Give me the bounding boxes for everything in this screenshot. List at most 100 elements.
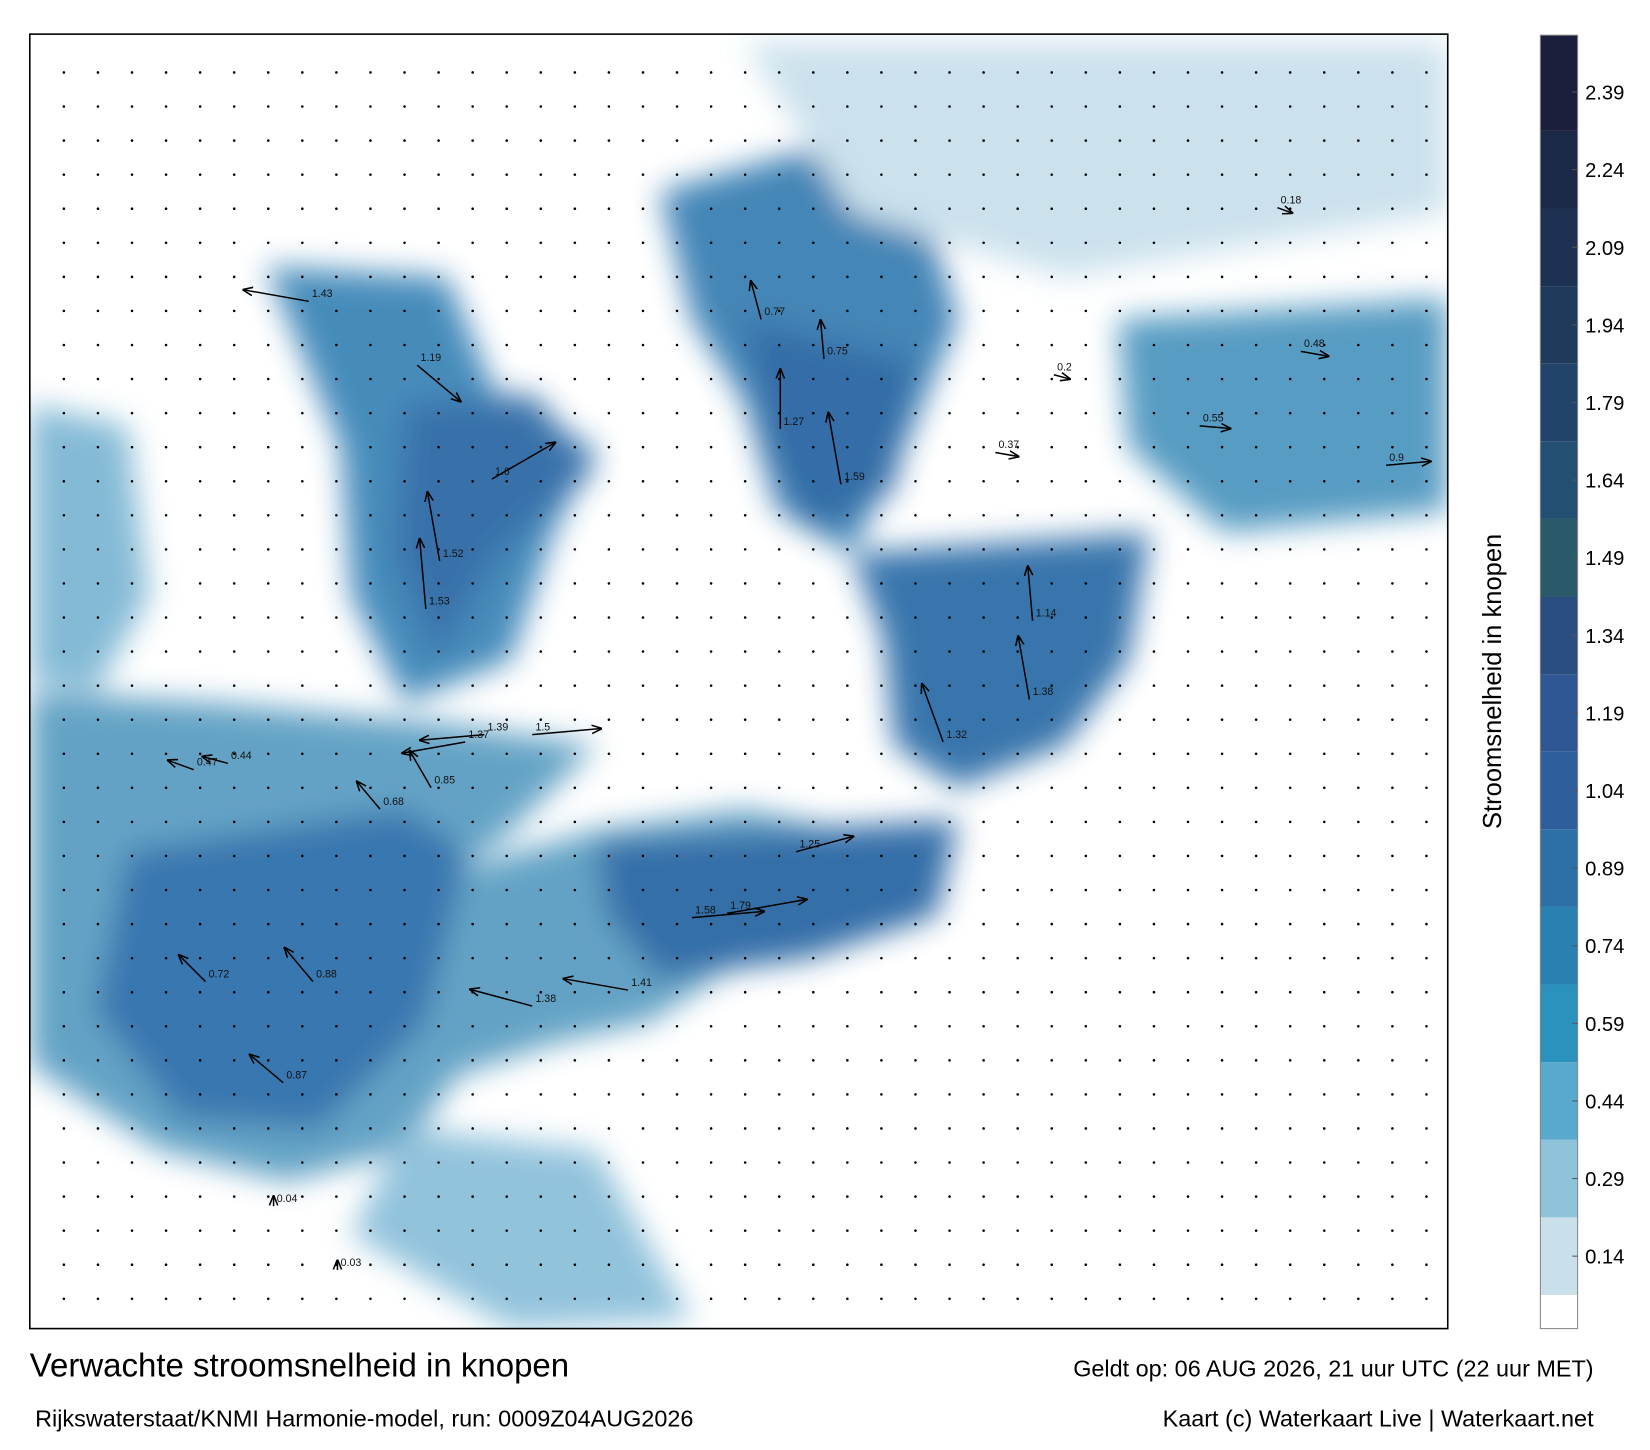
grid-dot [1186, 922, 1190, 926]
grid-dot [1425, 1195, 1428, 1198]
grid-dot [130, 1195, 134, 1198]
grid-dot [130, 1297, 134, 1301]
grid-dot [1425, 377, 1428, 381]
grid-dot [1050, 922, 1054, 926]
grid-dot [1288, 1161, 1292, 1164]
grid-dot [96, 479, 100, 483]
grid-dot [709, 616, 713, 619]
grid-dot [1220, 275, 1224, 279]
grid-dot [539, 343, 543, 347]
grid-dot [1322, 514, 1326, 517]
grid-dot [403, 582, 406, 585]
grid-dot [403, 514, 406, 517]
grid-dot [812, 1229, 815, 1232]
grid-dot [164, 684, 168, 687]
grid-dot [1050, 105, 1054, 108]
grid-dot [1152, 820, 1156, 824]
grid-dot [709, 854, 713, 858]
grid-dot [1425, 1024, 1428, 1028]
grid-dot [369, 650, 372, 653]
grid-dot [812, 241, 815, 245]
grid-dot [1220, 309, 1224, 313]
grid-dot [675, 1127, 679, 1130]
grid-dot [539, 1024, 543, 1028]
grid-dot [641, 990, 645, 994]
grid-dot [369, 173, 372, 176]
grid-dot [437, 139, 440, 142]
grid-dot [369, 548, 372, 551]
grid-dot [982, 752, 985, 756]
grid-dot [914, 1161, 917, 1164]
grid-dot [1322, 1161, 1326, 1164]
grid-dot [1220, 241, 1224, 245]
grid-dot [812, 105, 815, 108]
grid-dot [232, 956, 236, 960]
grid-dot [743, 548, 747, 551]
grid-dot [675, 1263, 679, 1266]
grid-dot [880, 1263, 883, 1266]
grid-dot [471, 71, 474, 74]
grid-dot [1288, 1059, 1292, 1062]
grid-dot [1084, 1059, 1088, 1062]
grid-dot [914, 650, 917, 653]
grid-dot [982, 275, 985, 279]
grid-dot [948, 1093, 951, 1096]
grid-dot [1118, 105, 1122, 108]
grid-dot [266, 139, 270, 142]
grid-dot [948, 718, 951, 721]
grid-dot [1425, 582, 1428, 585]
grid-dot [1288, 309, 1292, 313]
grid-dot [846, 1297, 849, 1301]
readings: 1.431.191.61.521.531.371.39 1.50.850.680.… [168, 194, 1431, 1271]
colorbar-tick-label: 2.39 [1585, 83, 1624, 105]
grid-dot [369, 990, 372, 994]
grid-dot [1186, 411, 1190, 415]
grid-dot [1118, 1229, 1122, 1232]
grid-dot [301, 139, 304, 142]
grid-dot [505, 207, 508, 210]
grid-dot [164, 1263, 168, 1266]
grid-dot [471, 514, 474, 517]
grid-dot [1050, 1195, 1054, 1198]
grid-dot [1357, 514, 1360, 517]
grid-dot [1391, 684, 1394, 687]
grid-dot [335, 514, 338, 517]
grid-dot [437, 411, 440, 415]
grid-dot [607, 888, 611, 892]
grid-dot [607, 616, 611, 619]
grid-dot [198, 479, 202, 483]
grid-dot [164, 479, 168, 483]
grid-dot [1050, 514, 1054, 517]
grid-dot [198, 718, 202, 721]
grid-dot [232, 241, 236, 245]
grid-dot [1050, 990, 1054, 994]
grid-dot [1425, 343, 1428, 347]
grid-dot [573, 650, 577, 653]
grid-dot [709, 207, 713, 210]
grid-dot [1357, 343, 1360, 347]
grid-dot [539, 1195, 543, 1198]
grid-dot [1084, 888, 1088, 892]
grid-dot [1288, 956, 1292, 960]
grid-dot [1118, 173, 1122, 176]
grid-dot [1152, 650, 1156, 653]
grid-dot [1322, 445, 1326, 449]
grid-dot [1016, 1263, 1019, 1266]
grid-dot [232, 1263, 236, 1266]
grid-dot [948, 990, 951, 994]
grid-dot [1322, 820, 1326, 824]
grid-dot [1186, 309, 1190, 313]
grid-dot [948, 752, 951, 756]
grid-dot [369, 1127, 372, 1130]
grid-dot [96, 275, 100, 279]
grid-dot [403, 820, 406, 824]
grid-dot [982, 207, 985, 210]
current-label: 0.2 [1057, 362, 1072, 374]
grid-dot [709, 1059, 713, 1062]
grid-dot [1118, 650, 1122, 653]
grid-dot [130, 1059, 134, 1062]
grid-dot [164, 309, 168, 313]
grid-dot [403, 1161, 406, 1164]
grid-dot [641, 854, 645, 858]
grid-dot [1322, 309, 1326, 313]
